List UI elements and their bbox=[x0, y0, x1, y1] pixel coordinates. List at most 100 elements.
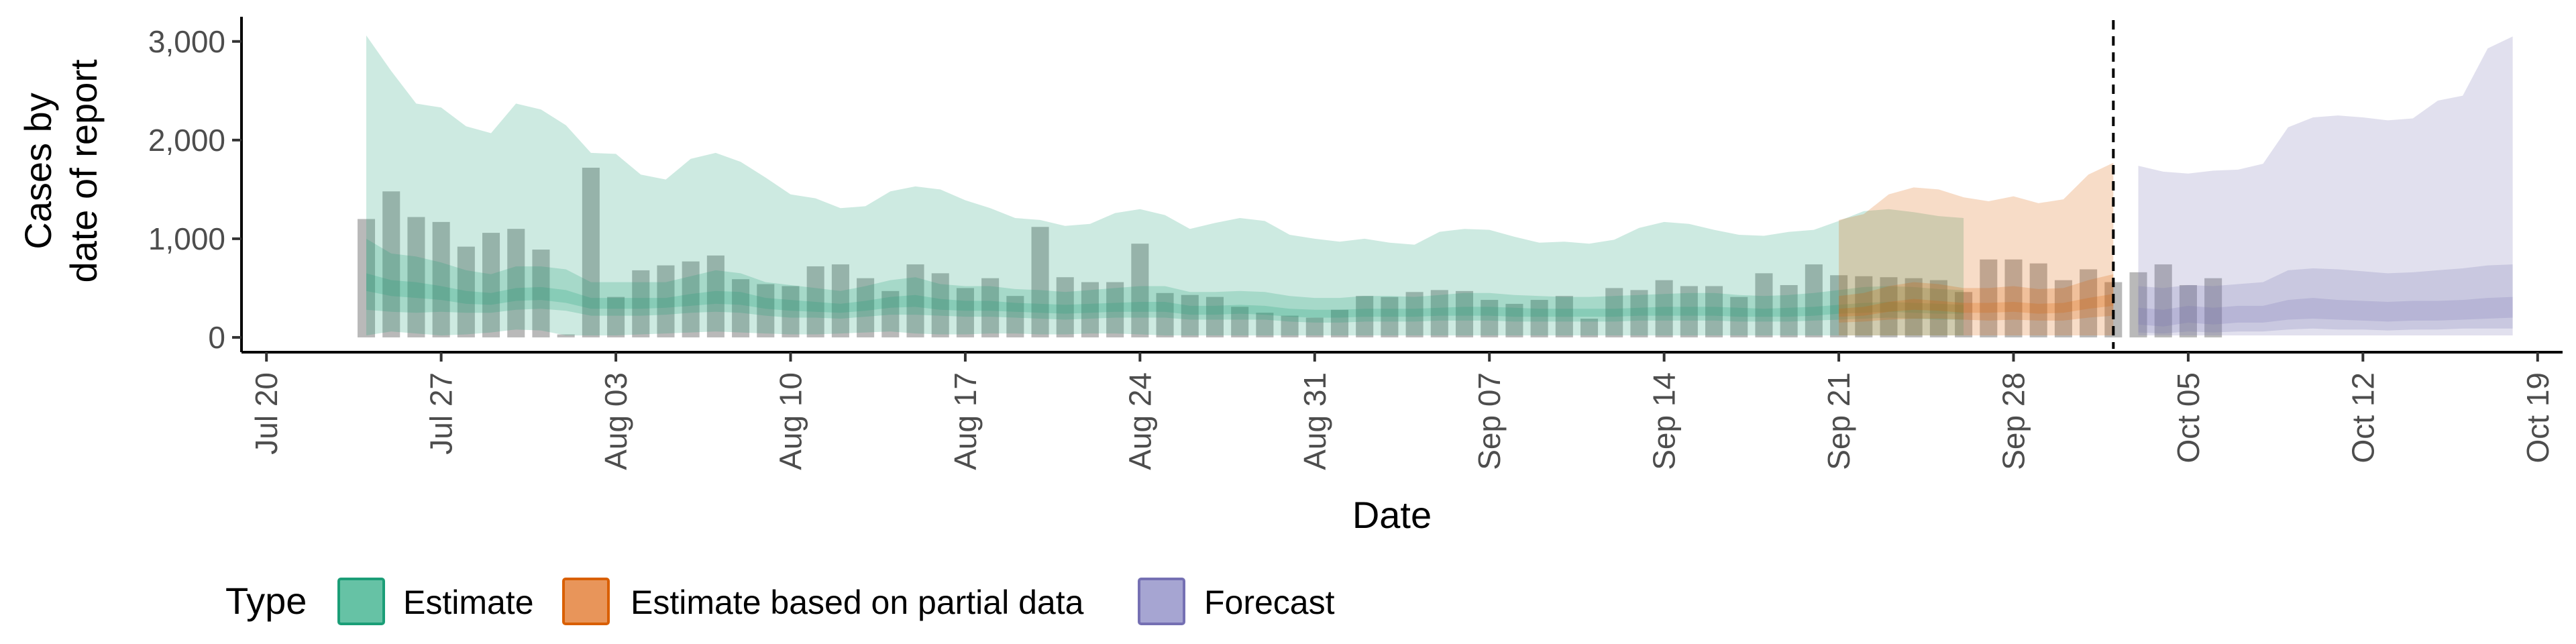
bar-layer bbox=[358, 168, 2222, 337]
case-bar bbox=[507, 229, 525, 337]
y-axis-title-line-2: date of report bbox=[62, 59, 105, 283]
x-tick-label: Jul 20 bbox=[249, 372, 284, 455]
estimate-ribbon-50 bbox=[366, 238, 1964, 323]
legend-label-partial: Estimate based on partial data bbox=[631, 584, 1084, 621]
case-bar bbox=[582, 168, 600, 337]
case-bar bbox=[1705, 286, 1723, 337]
case-bar bbox=[1605, 288, 1623, 337]
y-tick-label: 3,000 bbox=[148, 24, 225, 59]
x-tick-label: Aug 10 bbox=[773, 372, 808, 470]
case-bar bbox=[2204, 278, 2222, 337]
case-bar bbox=[1031, 227, 1049, 337]
case-bar bbox=[682, 261, 700, 337]
case-bar bbox=[831, 264, 849, 337]
ribbon-layer bbox=[366, 35, 2513, 336]
y-tick-label: 2,000 bbox=[148, 123, 225, 158]
case-bar bbox=[1855, 276, 1873, 337]
case-bar bbox=[1231, 307, 1249, 337]
estimate-ribbon-20 bbox=[366, 273, 1964, 318]
y-tick-label: 0 bbox=[208, 320, 225, 355]
case-bar bbox=[607, 297, 625, 337]
case-bar bbox=[2080, 269, 2098, 337]
case-bar bbox=[1305, 317, 1324, 337]
case-bar bbox=[1755, 273, 1773, 337]
forecast-ribbon-50 bbox=[2138, 264, 2513, 334]
case-bar bbox=[1530, 300, 1548, 337]
case-bar bbox=[1555, 296, 1573, 337]
case-bar bbox=[931, 273, 949, 337]
case-bar bbox=[2179, 285, 2197, 337]
case-bar bbox=[407, 217, 425, 337]
x-tick-label: Sep 28 bbox=[1996, 372, 2031, 470]
x-tick-label: Sep 14 bbox=[1647, 372, 1682, 470]
case-bar bbox=[1929, 280, 1947, 337]
case-bar bbox=[1056, 277, 1074, 337]
case-bar bbox=[1481, 300, 1499, 337]
case-bar bbox=[1505, 303, 1523, 337]
case-bar bbox=[1081, 282, 1099, 337]
case-bar bbox=[657, 265, 675, 337]
case-bar bbox=[1281, 315, 1299, 337]
case-bar bbox=[1980, 259, 1998, 337]
case-bar bbox=[2154, 264, 2172, 337]
x-tick-label: Sep 21 bbox=[1821, 372, 1856, 470]
case-bar bbox=[1830, 275, 1848, 337]
case-bar bbox=[1580, 319, 1599, 337]
forecast-ribbon-90 bbox=[2138, 36, 2513, 336]
case-bar bbox=[457, 246, 475, 337]
case-bar bbox=[1106, 282, 1124, 337]
case-bar bbox=[2004, 259, 2023, 337]
case-bar bbox=[2129, 272, 2147, 337]
case-bar bbox=[2054, 280, 2072, 337]
case-bar bbox=[1430, 290, 1448, 337]
legend-label-forecast: Forecast bbox=[1204, 584, 1335, 621]
legend-key-estimate bbox=[337, 578, 385, 625]
case-bar bbox=[706, 255, 724, 337]
case-bar bbox=[2029, 263, 2047, 337]
case-bar bbox=[1131, 244, 1149, 337]
case-bar bbox=[482, 233, 500, 337]
case-bar bbox=[358, 219, 376, 337]
case-bar bbox=[1006, 296, 1024, 337]
case-bar bbox=[1730, 297, 1748, 337]
forecast-ribbon-20 bbox=[2138, 297, 2513, 327]
case-bar bbox=[1630, 290, 1648, 337]
x-tick-label: Sep 07 bbox=[1472, 372, 1507, 470]
case-bar bbox=[757, 284, 775, 337]
case-bar bbox=[1455, 290, 1474, 337]
case-bar bbox=[782, 286, 800, 337]
y-tick-label: 1,000 bbox=[148, 221, 225, 256]
x-axis-title: Date bbox=[1352, 494, 1432, 536]
case-bar bbox=[557, 334, 575, 337]
case-bar bbox=[1904, 278, 1923, 337]
case-bar bbox=[881, 290, 900, 337]
case-bar bbox=[432, 221, 450, 337]
x-tick-label: Oct 05 bbox=[2171, 372, 2206, 464]
estimate-based-on-partial-data-ribbon-50 bbox=[1839, 274, 2114, 323]
case-bar bbox=[1381, 297, 1399, 337]
estimate-ribbon-90 bbox=[366, 35, 1964, 336]
estimate-based-on-partial-data-ribbon-90 bbox=[1839, 162, 2114, 335]
case-bar bbox=[1780, 285, 1798, 337]
case-bar bbox=[1805, 264, 1823, 337]
case-bar bbox=[1680, 286, 1698, 337]
case-bar bbox=[981, 278, 1000, 337]
legend-key-forecast bbox=[1138, 578, 1185, 625]
case-bar bbox=[532, 250, 550, 337]
x-tick-label: Jul 27 bbox=[424, 372, 459, 455]
case-bar bbox=[1655, 280, 1673, 337]
legend-label-estimate: Estimate bbox=[403, 584, 534, 621]
x-tick-label: Oct 19 bbox=[2520, 372, 2555, 464]
case-bar bbox=[632, 270, 650, 337]
case-bar bbox=[1405, 292, 1424, 337]
case-bar bbox=[1181, 294, 1199, 337]
case-bar bbox=[1156, 292, 1174, 337]
case-bar bbox=[1205, 297, 1224, 337]
y-axis-ticks: 0 1,000 2,000 3,000 bbox=[148, 24, 241, 355]
x-axis-ticks: Jul 20 Jul 27 Aug 03 Aug 10 Aug 17 Aug 24 Aug … bbox=[249, 352, 2555, 470]
x-tick-label: Oct 12 bbox=[2345, 372, 2380, 464]
x-tick-label: Aug 17 bbox=[948, 372, 983, 470]
case-bar bbox=[1880, 277, 1898, 337]
x-tick-label: Aug 24 bbox=[1122, 372, 1157, 470]
